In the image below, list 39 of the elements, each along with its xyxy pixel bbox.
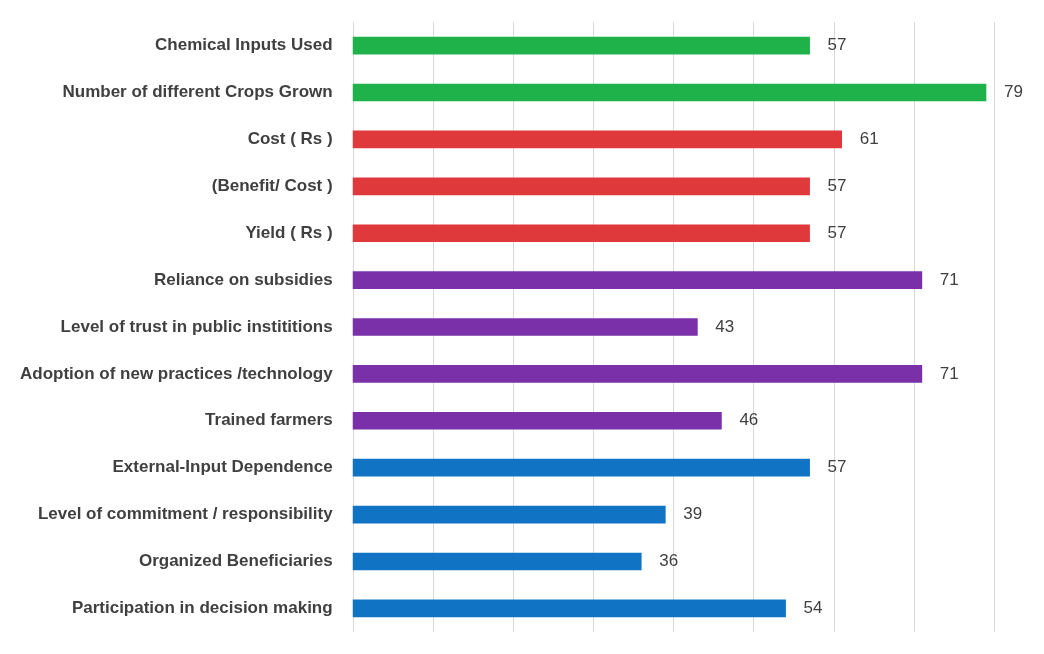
y-tick-label: Participation in decision making	[71, 598, 333, 618]
bar	[352, 271, 923, 289]
y-tick-label: Chemical Inputs Used	[155, 35, 333, 55]
bar	[352, 365, 923, 383]
data-label: 71	[939, 269, 959, 289]
data-label: 61	[859, 129, 879, 149]
y-tick-label: Organized Beneficiaries	[138, 551, 333, 571]
y-tick-label: External-Input Dependence	[112, 457, 333, 477]
y-tick-label: Number of different Crops Grown	[62, 82, 333, 102]
bar	[352, 599, 786, 618]
bar	[352, 505, 666, 524]
bar	[352, 36, 810, 55]
bar	[352, 177, 810, 196]
data-label: 71	[939, 363, 959, 383]
data-label: 39	[683, 504, 703, 524]
y-tick-label: Yield ( Rs )	[245, 222, 333, 242]
data-label: 36	[659, 551, 679, 571]
bar	[352, 224, 810, 243]
y-tick-label: Trained farmers	[205, 410, 333, 430]
data-label: 43	[715, 316, 735, 336]
data-label: 57	[827, 457, 847, 477]
y-tick-label: Level of commitment / responsibility	[37, 504, 334, 524]
y-tick-label: Adoption of new practices /technology	[19, 363, 334, 383]
data-label: 57	[827, 176, 847, 196]
data-label: 57	[827, 35, 847, 55]
y-tick-label: Reliance on subsidies	[154, 269, 333, 289]
y-tick-label: Level of trust in public instititions	[60, 316, 333, 336]
bar	[352, 411, 722, 430]
bar	[352, 458, 810, 477]
data-label: 54	[803, 598, 823, 618]
bar	[352, 318, 698, 336]
data-label: 46	[739, 410, 759, 430]
bar	[352, 130, 843, 149]
y-tick-label: Cost ( Rs )	[247, 129, 333, 149]
bar	[352, 552, 642, 571]
y-tick-label: (Benefit/ Cost )	[211, 176, 333, 196]
bar	[352, 83, 987, 102]
data-label: 79	[1003, 82, 1023, 102]
data-label: 57	[827, 222, 847, 242]
